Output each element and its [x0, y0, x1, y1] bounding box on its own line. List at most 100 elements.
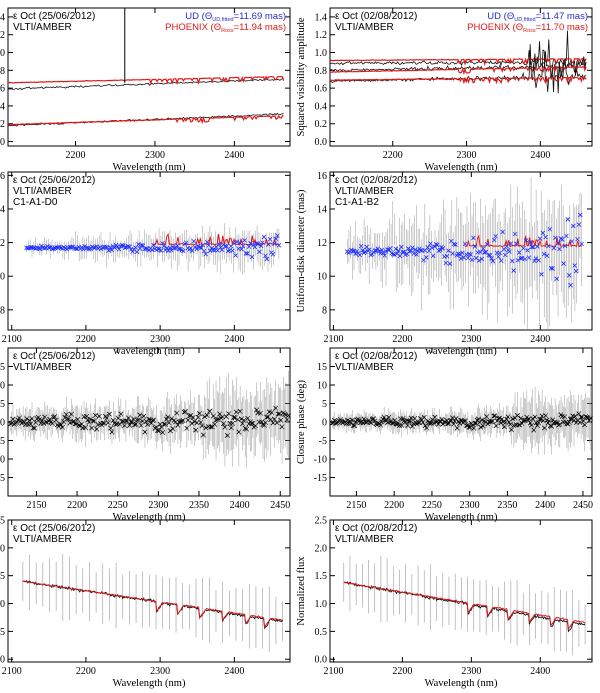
x-tick-label: 2300 [148, 500, 168, 511]
cp-point [92, 412, 98, 418]
cp-point [379, 419, 385, 425]
cp-point [542, 425, 547, 431]
cp-point [566, 419, 572, 425]
ud-point [385, 247, 390, 252]
ud-point [392, 252, 397, 258]
ud-point [407, 249, 412, 254]
ud-point [258, 243, 264, 249]
ud-point [450, 251, 455, 256]
ud-point [485, 241, 490, 247]
ud-point [519, 255, 525, 261]
ud-point [91, 245, 97, 251]
y-tick-label: 16 [317, 171, 327, 182]
ud-point [397, 253, 403, 259]
cp-point [352, 423, 358, 429]
ud-point [248, 240, 253, 246]
y-tick-label: 2.5 [0, 516, 5, 527]
ud-point [139, 243, 144, 248]
ud-point [387, 246, 393, 251]
y-tick-label: 0 [322, 418, 327, 429]
y-tick-label: 10 [0, 272, 5, 283]
star-label: ε Oct (25/06/2012) [13, 523, 95, 534]
y-tick-label: 0.4 [315, 101, 328, 112]
ud-point [480, 246, 486, 251]
ud-point [181, 248, 186, 254]
cp-point [472, 420, 478, 426]
y-axis-label: Closure phase (deg) [296, 380, 307, 464]
y-tick-label: 0.6 [315, 84, 328, 95]
ud-point [486, 252, 492, 258]
instrument-label: VLTI/AMBER [335, 534, 394, 545]
x-tick-label: 2150 [346, 500, 366, 511]
y-tick-label: 0.4 [0, 101, 5, 112]
x-axis-label: Wavelength (nm) [113, 678, 186, 689]
cp-point [407, 418, 413, 424]
ud-point [565, 217, 571, 222]
y-tick-label: -10 [314, 455, 327, 466]
y-tick-label: 2.0 [315, 543, 328, 554]
ud-point [231, 241, 237, 246]
cp-point [547, 423, 553, 429]
ud-point [242, 238, 247, 243]
ud-point [428, 241, 433, 246]
ud-point [197, 245, 203, 250]
cp-point [488, 419, 494, 425]
ud-point [573, 268, 579, 274]
x-tick-label: 2250 [422, 500, 442, 511]
ud-point [460, 250, 465, 256]
y-tick-label: 0.5 [315, 627, 328, 638]
ud-point [537, 236, 543, 241]
ud-point [500, 229, 505, 235]
cp-point [504, 416, 510, 422]
y-tick-label: -5 [319, 436, 327, 447]
panel-vis-2012-06-25: 2200 2300 2400 0.0 0.2 0.4 0.6 0.8 1.0 1.2 1.4 Wave… [0, 7, 291, 173]
ud-point [493, 233, 498, 239]
ud-point [42, 245, 47, 251]
phoenix-model-line [22, 580, 283, 629]
x-tick-label: 2450 [573, 500, 593, 511]
ud-point [116, 246, 122, 252]
ud-point [424, 255, 429, 260]
ud-point [188, 245, 194, 251]
phoenix-model-line [343, 581, 586, 631]
ud-point [529, 244, 535, 250]
ud-point [429, 245, 435, 250]
ud-point [418, 248, 424, 253]
instrument-label: VLTI/AMBER [13, 362, 72, 373]
plot-frame [7, 519, 291, 663]
ud-point [551, 245, 557, 251]
ud-point [411, 251, 417, 256]
x-tick-label: 2400 [530, 150, 550, 161]
x-tick-label: 2350 [189, 500, 209, 511]
ud-point [575, 236, 580, 242]
y-tick-label: 2.0 [0, 543, 5, 554]
ud-point [568, 282, 573, 288]
y-tick-label: 1.0 [0, 48, 5, 59]
cp-point [567, 416, 573, 422]
ud-point [546, 243, 551, 249]
x-tick-label: 2100 [2, 666, 22, 677]
ud-point [275, 233, 280, 238]
cp-point [333, 420, 339, 426]
ud-point [81, 246, 86, 252]
flux-spectrum [22, 580, 283, 630]
ud-point [433, 242, 439, 247]
cp-point [106, 411, 112, 417]
ud-point [233, 253, 238, 258]
cp-point [422, 423, 428, 429]
ud-point [482, 250, 487, 255]
cp-point [509, 427, 514, 433]
plot-frame [329, 7, 593, 147]
ud-point [362, 249, 368, 255]
x-tick-label: 2400 [224, 334, 244, 345]
cp-point [572, 413, 578, 419]
legend-ud: UD (ΘUD,fitted=11.69 mas) [185, 11, 286, 23]
ud-point [266, 242, 271, 247]
series-line [329, 57, 587, 67]
cp-point [432, 414, 438, 420]
ud-point [267, 236, 273, 242]
ud-point [69, 244, 74, 250]
ud-point [432, 244, 437, 249]
flux-spectrum [343, 581, 586, 633]
x-tick-label: 2350 [497, 500, 517, 511]
